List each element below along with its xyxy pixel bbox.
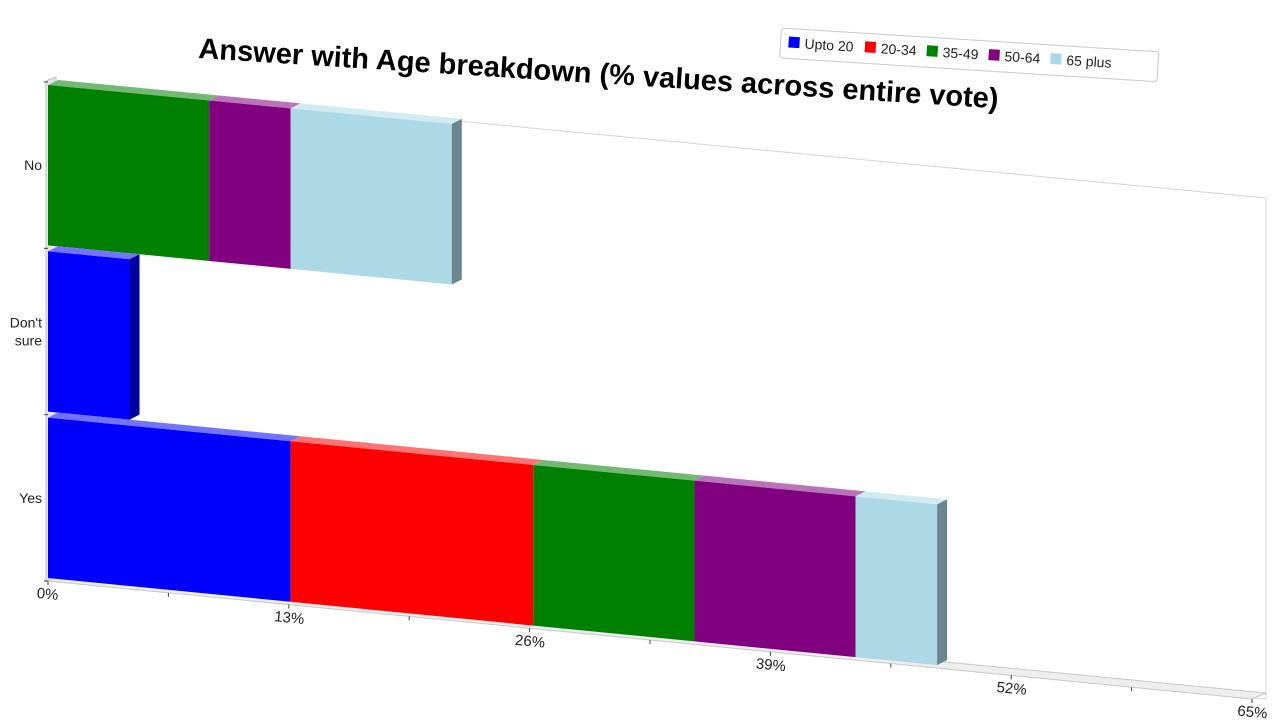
legend-label: 35-49	[942, 44, 979, 62]
bar-yes-50-64	[694, 475, 866, 658]
bar-front-face	[290, 441, 534, 626]
bar-yes-20-34	[290, 436, 544, 626]
bar-top-face	[48, 79, 220, 101]
bar-no-35-49	[48, 79, 220, 261]
bar-front-face	[48, 84, 210, 261]
bar-yes-35-49	[533, 459, 705, 642]
x-tick-label: 13%	[273, 608, 305, 628]
legend-label: 65 plus	[1066, 52, 1112, 71]
bar-front-face	[290, 108, 452, 285]
legend-item-20-34: 20-34	[864, 40, 917, 59]
bar-no-65-plus	[290, 103, 462, 285]
bar-top-face	[855, 491, 948, 505]
x-tick-label: 0%	[36, 585, 59, 604]
legend-item-35-49: 35-49	[926, 44, 979, 62]
bar-front-face	[48, 251, 130, 420]
legend-swatch	[988, 49, 1000, 61]
legend-label: Upto 20	[804, 36, 854, 55]
bar-no-50-64	[209, 95, 301, 269]
legend-item-50-64: 50-64	[988, 48, 1041, 66]
bar-top-face	[48, 246, 140, 260]
legend-swatch	[1050, 52, 1062, 65]
category-label: Don't sure	[10, 315, 42, 349]
bar-front-face	[694, 480, 856, 658]
bar-top-face	[48, 412, 301, 442]
bar-front-face	[855, 496, 938, 666]
bar-top-face	[694, 475, 866, 497]
bar-yes-upto-20	[48, 412, 301, 602]
legend-item-upto-20: Upto 20	[788, 36, 854, 55]
bar-front-face	[48, 417, 291, 602]
legend-swatch	[926, 45, 939, 57]
legend-box	[779, 27, 1160, 83]
bar-yes-65-plus	[855, 491, 948, 666]
x-tick-label: 52%	[996, 679, 1028, 699]
legend-swatch	[864, 41, 877, 53]
legend: Upto 20 20-34 35-49 50-64 65 plus	[779, 27, 1160, 83]
bar-top-face	[290, 103, 462, 124]
bar-front-face	[533, 464, 695, 642]
legend-label: 20-34	[880, 40, 917, 58]
bar-top-face	[290, 436, 544, 465]
x-tick-label: 65%	[1237, 703, 1269, 720]
bar-don-t-sure-upto-20	[48, 246, 140, 420]
bar-side-face	[937, 499, 948, 666]
x-tick-label: 39%	[755, 655, 787, 675]
x-tick-label: 26%	[514, 632, 546, 652]
bar-top-face	[533, 459, 705, 481]
category-label: Yes	[19, 490, 42, 506]
legend-label: 50-64	[1004, 48, 1041, 66]
bar-side-face	[451, 118, 462, 285]
bar-top-face	[209, 95, 301, 109]
legend-swatch	[788, 36, 800, 49]
bar-front-face	[209, 100, 291, 269]
legend-item-65-plus: 65 plus	[1050, 52, 1112, 71]
plot-area: No Don't sure Yes 0% 13% 26% 39% 52% 65%	[10, 76, 1269, 720]
bar-side-face	[129, 254, 140, 420]
category-label: No	[24, 157, 42, 173]
